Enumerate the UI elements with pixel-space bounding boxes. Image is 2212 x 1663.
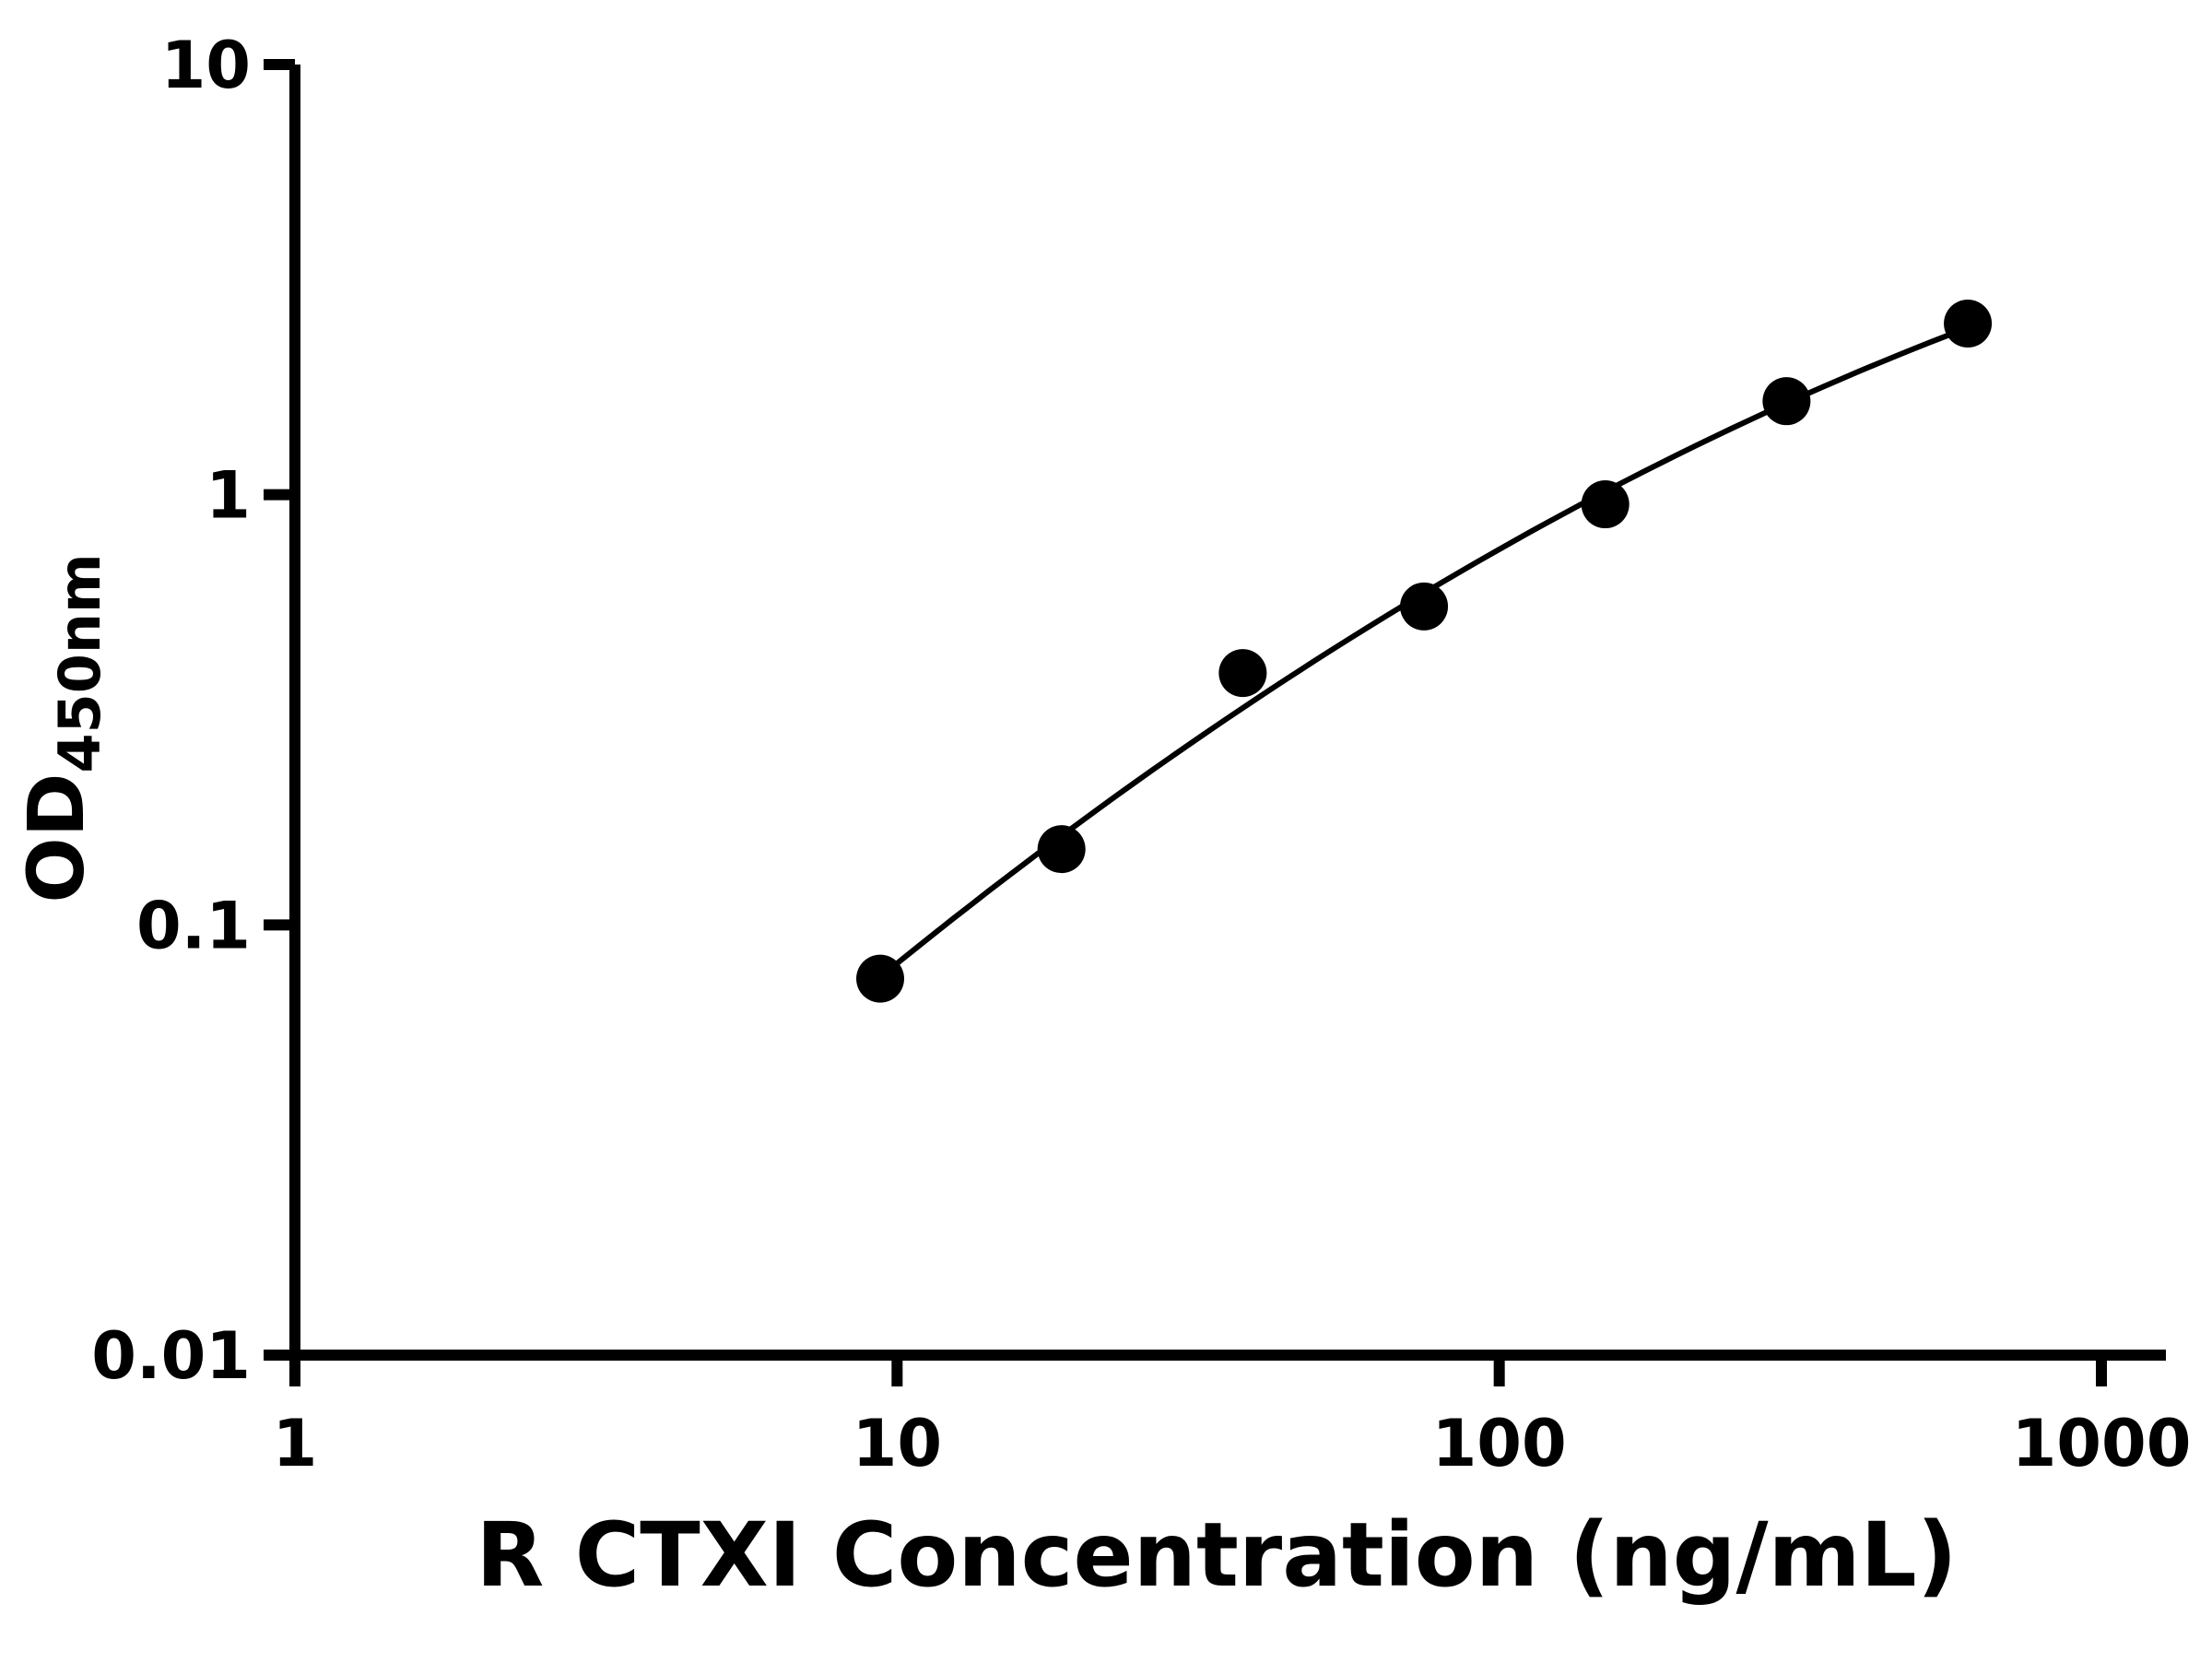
fit-curve xyxy=(878,324,1970,980)
x-axis-title: R CTXI Concentration (ng/mL) xyxy=(476,1504,1957,1607)
x-tick-label: 1000 xyxy=(2012,1406,2192,1481)
y-tick-label: 0.1 xyxy=(136,888,251,963)
data-point xyxy=(1581,480,1630,529)
y-tick-label: 0.01 xyxy=(91,1318,251,1394)
data-point xyxy=(1400,582,1449,631)
x-tick-label: 100 xyxy=(1432,1406,1567,1481)
data-point xyxy=(1218,649,1267,698)
data-point xyxy=(1944,299,1993,348)
x-tick-label: 1 xyxy=(273,1406,318,1481)
x-tick-label: 10 xyxy=(853,1406,942,1481)
y-tick-label: 10 xyxy=(161,28,251,103)
data-point xyxy=(1762,377,1811,426)
y-axis-title: OD450nm xyxy=(11,553,113,902)
axes xyxy=(289,65,2166,1361)
y-tick-label: 1 xyxy=(206,458,251,534)
data-point xyxy=(1037,825,1086,874)
data-point xyxy=(856,954,905,1003)
